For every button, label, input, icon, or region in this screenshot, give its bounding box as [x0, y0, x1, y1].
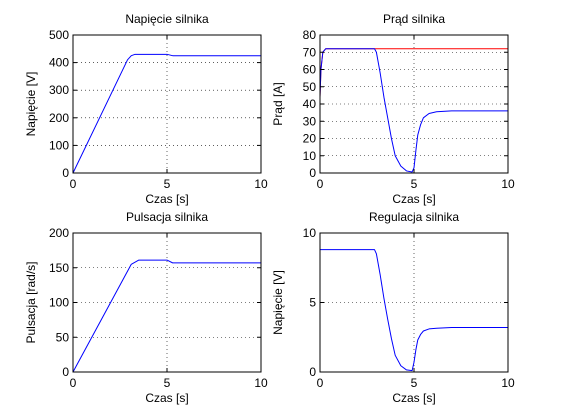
y-tick-label: 50	[303, 80, 317, 94]
x-tick-label: 5	[164, 376, 171, 390]
x-tick-label: 0	[317, 177, 324, 191]
y-tick-label: 0	[62, 166, 69, 180]
chart-title: Napięcie silnika	[125, 12, 209, 26]
x-tick-label: 5	[411, 376, 418, 390]
y-axis-label: Napięcie [V]	[271, 270, 285, 335]
x-axis-label: Czas [s]	[145, 192, 188, 206]
y-tick-label: 0	[309, 365, 316, 379]
series-line-1	[72, 53, 261, 174]
chart-title: Regulacja silnika	[369, 210, 459, 224]
x-axis-label: Czas [s]	[392, 192, 435, 206]
y-tick-label: 20	[303, 132, 317, 146]
x-tick-label: 0	[70, 376, 77, 390]
y-tick-label: 200	[49, 111, 69, 125]
y-tick-label: 10	[303, 226, 317, 240]
y-tick-label: 30	[303, 114, 317, 128]
x-tick-label: 5	[411, 177, 418, 191]
subplot-4: 0 5 10 0 5 10 Regulacja silnika Czas [s] Napięci…	[271, 210, 515, 405]
y-tick-label: 100	[49, 296, 69, 310]
x-axis-label: Czas [s]	[145, 391, 188, 405]
x-tick-label: 5	[164, 177, 171, 191]
y-tick-label: 150	[49, 261, 69, 275]
y-tick-label: 0	[309, 166, 316, 180]
y-tick-label: 100	[49, 138, 69, 152]
series-line-1	[320, 249, 508, 372]
x-tick-label: 0	[317, 376, 324, 390]
y-tick-label: 200	[49, 226, 69, 240]
y-tick-label: 10	[303, 149, 317, 163]
y-axis-label: Napięcie [V]	[24, 72, 38, 137]
y-tick-label: 400	[49, 56, 69, 70]
y-tick-label: 70	[303, 45, 317, 59]
y-tick-label: 50	[56, 330, 70, 344]
x-tick-label: 10	[501, 177, 515, 191]
y-tick-label: 5	[309, 296, 316, 310]
x-tick-label: 10	[254, 376, 268, 390]
y-tick-label: 0	[62, 365, 69, 379]
y-axis-label: Prąd [A]	[271, 82, 285, 125]
series-line-1	[72, 259, 261, 373]
y-tick-label: 40	[303, 97, 317, 111]
y-axis-label: Pulsacja [rad/s]	[24, 261, 38, 343]
x-tick-label: 0	[70, 177, 77, 191]
y-tick-label: 60	[303, 63, 317, 77]
y-tick-label: 300	[49, 83, 69, 97]
x-axis-label: Czas [s]	[392, 391, 435, 405]
x-tick-label: 10	[254, 177, 268, 191]
y-tick-label: 80	[303, 28, 317, 42]
series-line-2	[319, 48, 508, 173]
chart-title: Pulsacja silnika	[126, 210, 208, 224]
chart-title: Prąd silnika	[383, 12, 445, 26]
y-tick-label: 500	[49, 28, 69, 42]
x-tick-label: 10	[501, 376, 515, 390]
